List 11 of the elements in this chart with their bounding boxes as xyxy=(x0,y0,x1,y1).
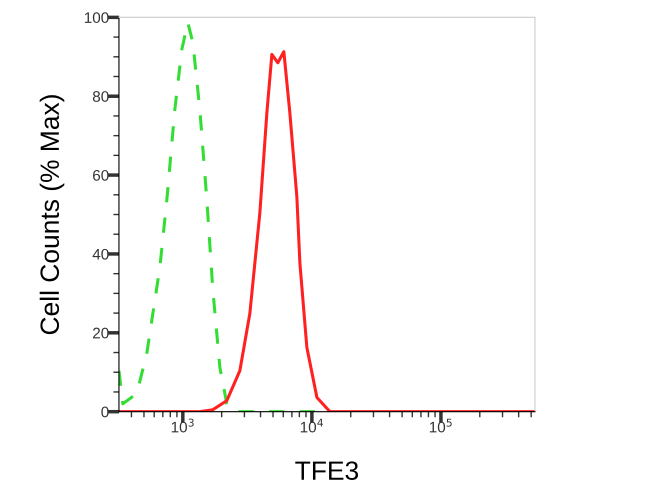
y-tick-label: 100 xyxy=(84,12,109,24)
y-tick-label: 20 xyxy=(93,328,109,338)
x-tick-label: 10$^{5}$ xyxy=(430,418,452,433)
x-tick-label: 10$^{4}$ xyxy=(300,418,324,433)
y-axis-title: Cell Counts (% Max) xyxy=(40,95,64,334)
x-tick-label: 10$^{3}$ xyxy=(172,418,194,433)
y-tick-label: 60 xyxy=(93,170,109,181)
y-tick-label: 80 xyxy=(92,91,109,102)
x-axis-title: TFE3 xyxy=(295,461,358,480)
y-tick-label: 40 xyxy=(92,248,109,260)
y-tick-label: 0 xyxy=(101,406,109,418)
